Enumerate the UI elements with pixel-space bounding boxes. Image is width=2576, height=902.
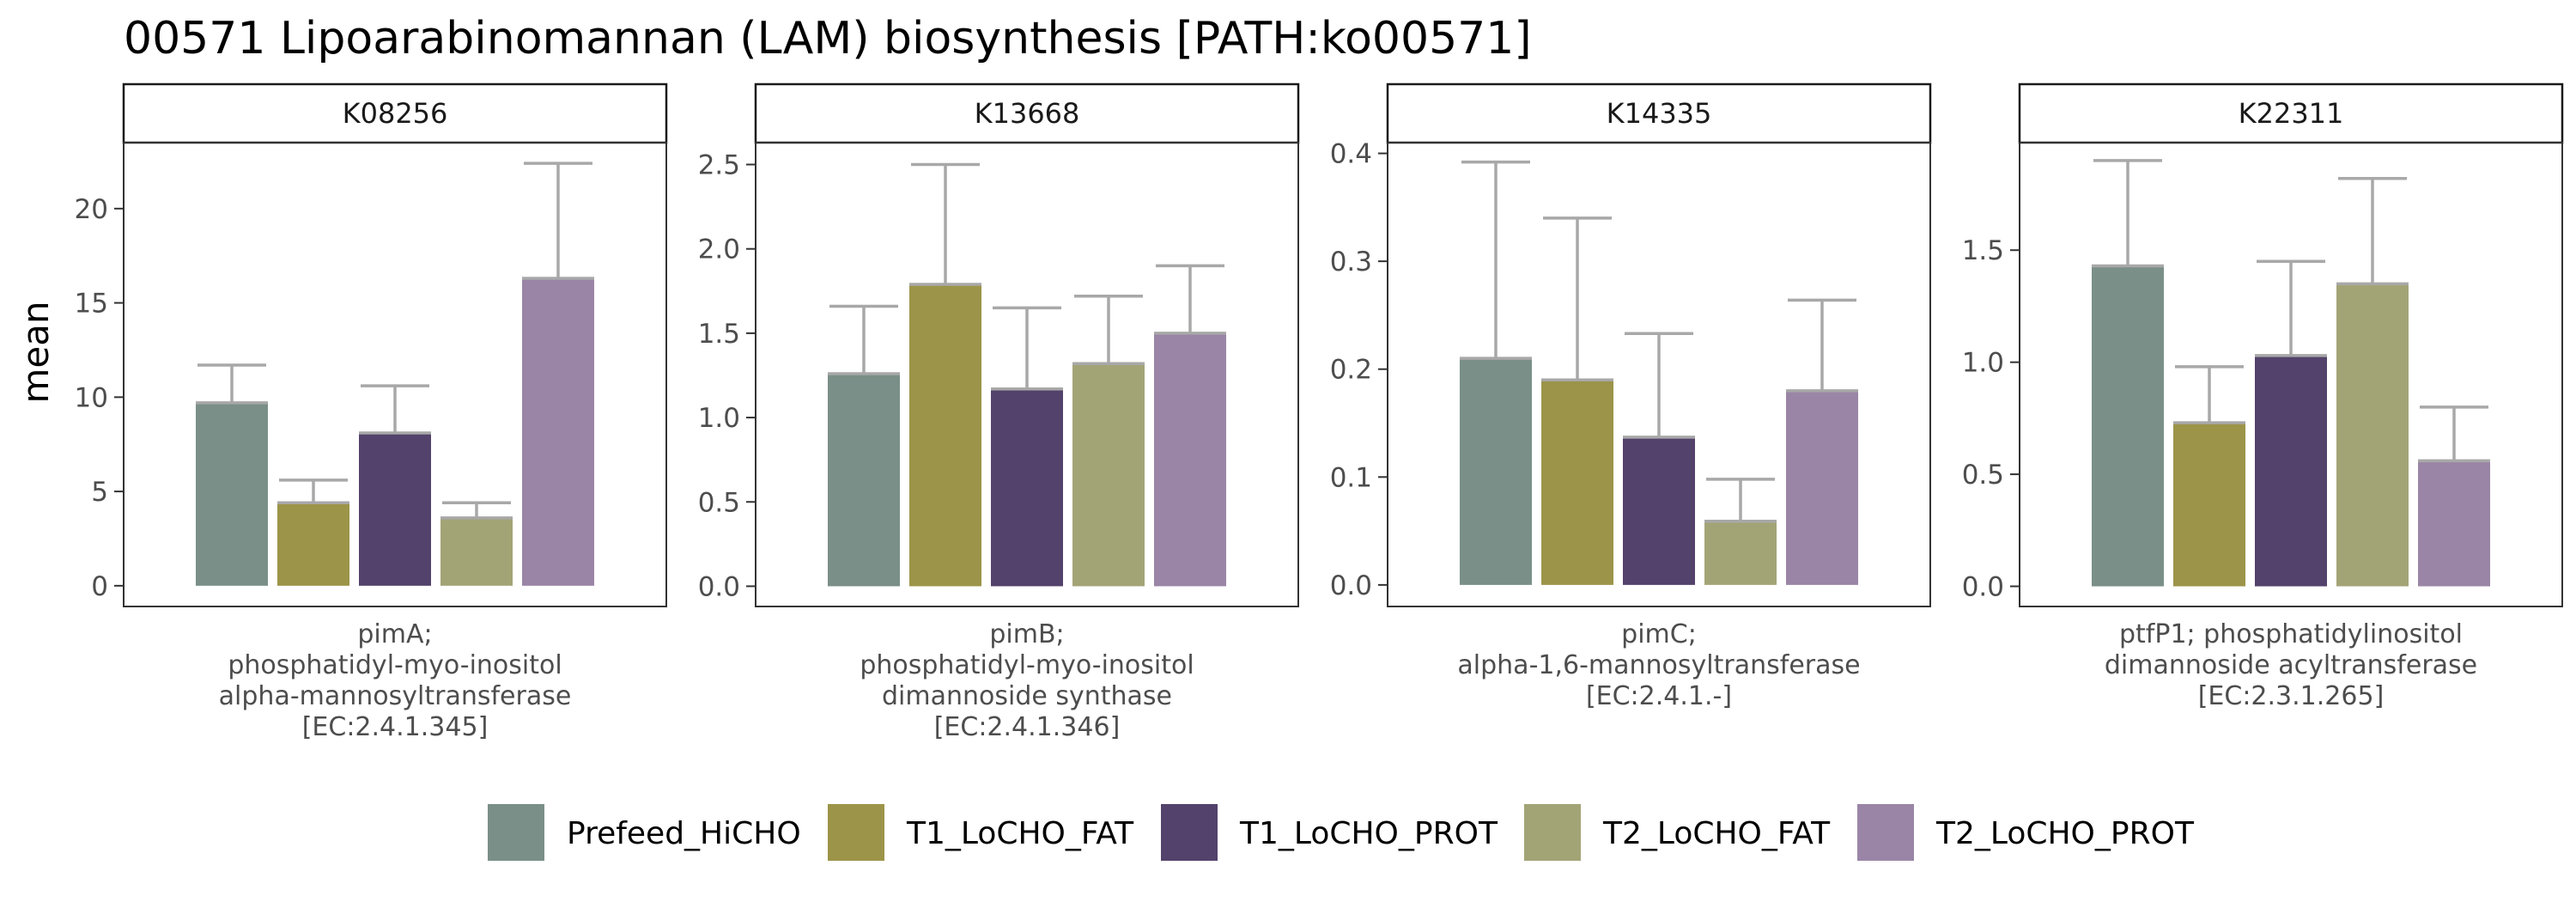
y-tick-label: 1.0 bbox=[1962, 348, 2004, 379]
x-category-label: alpha-1,6-mannosyltransferase bbox=[1457, 650, 1860, 680]
legend-label: T1_LoCHO_PROT bbox=[1239, 816, 1498, 851]
bar-T1_LoCHO_FAT bbox=[2173, 423, 2245, 587]
legend-swatch bbox=[1524, 804, 1581, 861]
bar-T1_LoCHO_PROT bbox=[359, 433, 431, 586]
legend-swatch bbox=[828, 804, 884, 861]
legend-item-T2_LoCHO_FAT: T2_LoCHO_FAT bbox=[1524, 804, 1831, 861]
bar-T2_LoCHO_PROT bbox=[1154, 332, 1226, 587]
x-category-label: ptfP1; phosphatidylinositol bbox=[2119, 619, 2463, 649]
facet-strip bbox=[754, 82, 1300, 144]
x-category-label: [EC:2.4.1.-] bbox=[1586, 681, 1732, 711]
x-category-label: pimA; bbox=[357, 619, 432, 649]
y-tick-label: 0.2 bbox=[1330, 355, 1372, 386]
y-tick-label: 1.0 bbox=[698, 403, 740, 434]
facet-strip bbox=[122, 82, 668, 144]
chart-title: 00571 Lipoarabinomannan (LAM) biosynthes… bbox=[124, 13, 1532, 64]
bar-T2_LoCHO_FAT bbox=[440, 517, 513, 586]
y-tick-label: 0.0 bbox=[698, 571, 740, 602]
bar-T2_LoCHO_FAT bbox=[1072, 363, 1145, 587]
legend-label: Prefeed_HiCHO bbox=[567, 816, 801, 851]
y-tick-label: 2.0 bbox=[698, 235, 740, 265]
facet-K13668: K13668 0.0 0.5 1.0 1.5 2.0 2.5 pimB;phosphatidy… bbox=[698, 82, 1300, 742]
legend: Prefeed_HiCHO T1_LoCHO_FAT T1_LoCHO_PROT T2… bbox=[488, 804, 2195, 861]
facet-K14335: K14335 0.0 0.1 0.2 0.3 0.4 pimC;alpha-1,6-mann… bbox=[1330, 82, 1932, 711]
panel-border bbox=[1387, 142, 1931, 607]
bar-Prefeed_HiCHO bbox=[828, 374, 900, 587]
facet-strip-label: K13668 bbox=[975, 97, 1080, 130]
x-category-label: pimC; bbox=[1621, 619, 1697, 649]
legend-item-T2_LoCHO_PROT: T2_LoCHO_PROT bbox=[1857, 804, 2195, 861]
x-category-label: dimannoside acyltransferase bbox=[2105, 650, 2477, 680]
legend-item-T1_LoCHO_FAT: T1_LoCHO_FAT bbox=[828, 804, 1134, 861]
y-axis-label: mean bbox=[15, 301, 57, 403]
y-tick-label: 0.5 bbox=[1962, 460, 2004, 491]
bar-T2_LoCHO_PROT bbox=[1786, 390, 1858, 585]
facets: K0825605101520pimA;phosphatidyl-myo-inos… bbox=[75, 82, 2564, 742]
legend-swatch bbox=[1161, 804, 1218, 861]
x-category-label: [EC:2.3.1.265] bbox=[2198, 681, 2385, 711]
x-category-label: dimannoside synthase bbox=[882, 681, 1172, 711]
legend-label: T1_LoCHO_FAT bbox=[906, 816, 1134, 851]
legend-item-T1_LoCHO_PROT: T1_LoCHO_PROT bbox=[1161, 804, 1498, 861]
bar-Prefeed_HiCHO bbox=[196, 402, 268, 586]
y-tick-label: 0 bbox=[91, 571, 108, 602]
legend-swatch bbox=[488, 804, 544, 861]
bar-T1_LoCHO_PROT bbox=[991, 388, 1063, 587]
bar-T2_LoCHO_PROT bbox=[2418, 460, 2490, 587]
x-category-label: pimB; bbox=[989, 619, 1064, 649]
facet-strip-label: K22311 bbox=[2239, 97, 2344, 130]
legend-swatch bbox=[1857, 804, 1914, 861]
facet-strip bbox=[1386, 82, 1932, 144]
y-tick-label: 0.0 bbox=[1330, 570, 1372, 601]
bar-T2_LoCHO_FAT bbox=[2336, 283, 2409, 587]
bar-T1_LoCHO_PROT bbox=[1623, 436, 1695, 585]
bar-T1_LoCHO_PROT bbox=[2255, 355, 2327, 587]
bar-T1_LoCHO_FAT bbox=[909, 283, 981, 587]
x-category-label: [EC:2.4.1.346] bbox=[934, 712, 1121, 742]
y-tick-label: 1.5 bbox=[1962, 235, 2004, 266]
y-tick-label: 0.4 bbox=[1330, 139, 1372, 170]
y-tick-label: 0.1 bbox=[1330, 462, 1372, 493]
x-category-label: [EC:2.4.1.345] bbox=[302, 712, 489, 742]
panel-border bbox=[755, 142, 1299, 607]
legend-label: T2_LoCHO_FAT bbox=[1602, 816, 1831, 851]
x-category-label: phosphatidyl-myo-inositol bbox=[228, 650, 562, 680]
facet-strip-label: K08256 bbox=[343, 97, 448, 130]
y-tick-label: 0.3 bbox=[1330, 247, 1372, 277]
facet-K08256: K08256 0 5 10 15 20 pimA;phosphatidyl-myo-inos… bbox=[75, 82, 668, 742]
facet-strip bbox=[2018, 82, 2564, 144]
facet-K22311: K22311 0.0 0.5 1.0 1.5 ptfP1; phosphatidylino… bbox=[1962, 82, 2564, 711]
facet-strip-label: K14335 bbox=[1607, 97, 1712, 130]
bar-T2_LoCHO_PROT bbox=[522, 278, 594, 586]
bar-Prefeed_HiCHO bbox=[1460, 358, 1532, 585]
y-tick-label: 2.5 bbox=[698, 150, 740, 181]
y-tick-label: 0.0 bbox=[1962, 572, 2004, 603]
panel-border bbox=[123, 142, 667, 607]
bar-T2_LoCHO_FAT bbox=[1704, 521, 1777, 585]
x-category-label: alpha-mannosyltransferase bbox=[219, 681, 572, 711]
bar-T1_LoCHO_FAT bbox=[1541, 380, 1613, 585]
legend-label: T2_LoCHO_PROT bbox=[1935, 816, 2195, 851]
y-tick-label: 5 bbox=[91, 477, 108, 508]
y-tick-label: 1.5 bbox=[698, 319, 740, 350]
y-tick-label: 0.5 bbox=[698, 487, 740, 518]
y-tick-label: 15 bbox=[75, 289, 108, 320]
bar-Prefeed_HiCHO bbox=[2092, 265, 2164, 587]
bar-T1_LoCHO_FAT bbox=[277, 503, 349, 586]
legend-item-Prefeed_HiCHO: Prefeed_HiCHO bbox=[488, 804, 801, 861]
x-category-label: phosphatidyl-myo-inositol bbox=[860, 650, 1194, 680]
y-tick-label: 10 bbox=[75, 382, 108, 413]
y-tick-label: 20 bbox=[75, 194, 108, 225]
panel-border bbox=[2019, 142, 2563, 607]
